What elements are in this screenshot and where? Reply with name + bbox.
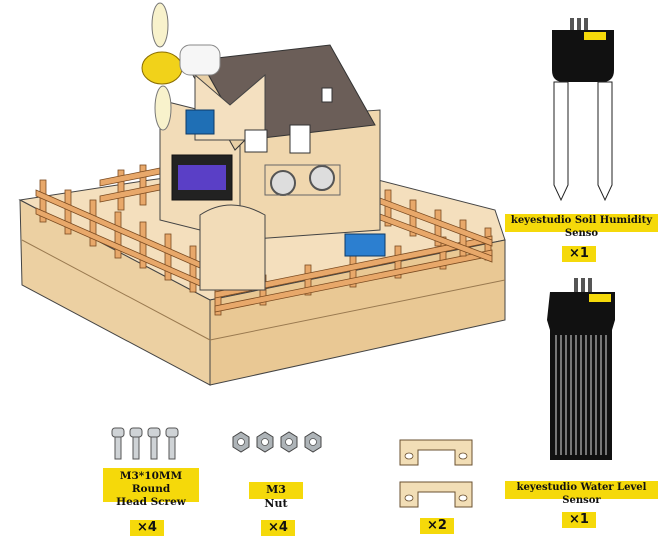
screw-label-line1: M3*10MM Round bbox=[119, 470, 183, 496]
nut-label: M3 Nut bbox=[249, 482, 303, 510]
water-sensor-label: keyestudio Water Level Sensor bbox=[505, 481, 658, 506]
water-sensor-qty: ×1 bbox=[562, 512, 596, 528]
soil-sensor-qty: ×1 bbox=[562, 246, 596, 262]
soil-sensor-label: keyestudio Soil Humidity Senso bbox=[505, 214, 658, 239]
screw-label-line2: Head Screw bbox=[116, 496, 186, 509]
screw-label: M3*10MM Round Head Screw bbox=[103, 468, 199, 508]
bracket-qty: ×2 bbox=[420, 518, 454, 534]
nut-qty: ×4 bbox=[261, 520, 295, 536]
screw-qty: ×4 bbox=[130, 520, 164, 536]
